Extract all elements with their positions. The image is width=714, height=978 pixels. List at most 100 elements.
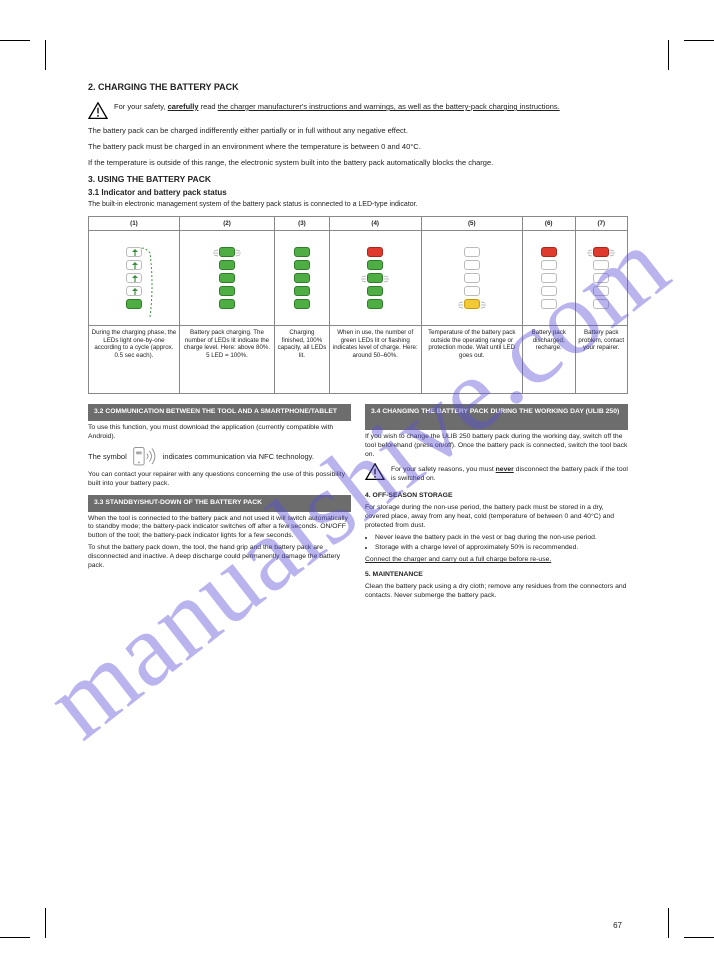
crop-mark [684,40,714,41]
section-4-title: 4. OFF-SEASON STORAGE [365,492,628,501]
led-indicator [464,286,480,296]
para-charge-any: The battery pack can be charged indiffer… [88,126,628,136]
led-indicator [219,247,235,257]
led-indicator [593,247,609,257]
crop-mark [668,908,669,938]
led-indicator [541,273,557,283]
table-desc-cell: Battery pack charging. The number of LED… [179,326,274,394]
led-indicator [126,273,142,283]
page-content: 2. CHARGING THE BATTERY PACK For your sa… [88,88,628,604]
table-led-cell [89,231,180,326]
section-3-2-header: 3.2 COMMUNICATION BETWEEN THE TOOL AND A… [88,404,351,420]
led-indicator [593,299,609,309]
table-header: (6) [522,216,575,230]
warning-block-2: For your safety reasons, you must never … [365,463,628,487]
para-31: The built-in electronic management syste… [88,200,628,209]
table-header: (7) [575,216,628,230]
list-item: Never leave the battery pack in the vest… [375,534,628,543]
table-desc-cell: When in use, the number of green LEDs li… [329,326,421,394]
table-header: (5) [421,216,522,230]
table-header: (3) [275,216,330,230]
led-indicator [294,299,310,309]
page-number: 67 [613,921,622,930]
table-header: (2) [179,216,274,230]
warning-block-1: For your safety, carefully read the char… [88,102,628,120]
table-header: (4) [329,216,421,230]
led-indicator [126,299,142,309]
led-indicator [126,286,142,296]
section-3-1-title: 3.1 Indicator and battery pack status [88,188,628,197]
led-indicator [294,286,310,296]
crop-mark [45,908,46,938]
left-p3: You can contact your repairer with any q… [88,471,351,489]
led-indicator [593,260,609,270]
led-indicator [294,273,310,283]
nfc-text-a: The symbol [88,452,127,461]
table-desc-row: During the charging phase, the LEDs ligh… [89,326,628,394]
led-indicator [541,260,557,270]
warning-icon [365,463,385,481]
nfc-text-b: indicates communication via NFC technolo… [163,452,314,461]
led-indicator [367,299,383,309]
crop-mark [0,937,30,938]
table-led-cell [275,231,330,326]
crop-mark [668,40,669,70]
led-indicator [126,260,142,270]
storage-list: Never leave the battery pack in the vest… [375,534,628,553]
table-header: (1) [89,216,180,230]
right-column: 3.4 CHANGING THE BATTERY PACK DURING THE… [365,404,628,603]
nfc-icon: NFC [132,445,158,467]
right-p5: Clean the battery pack using a dry cloth… [365,583,628,601]
table-desc-cell: During the charging phase, the LEDs ligh… [89,326,180,394]
table-led-cell [575,231,628,326]
table-led-cell [421,231,522,326]
led-indicator [541,286,557,296]
left-p1: To use this function, you must download … [88,424,351,442]
table-led-cell [179,231,274,326]
led-status-table: (1) (2) (3) (4) (5) (6) (7) [88,216,628,394]
led-indicator [219,299,235,309]
led-indicator [294,247,310,257]
led-indicator [367,247,383,257]
led-indicator [219,273,235,283]
section-3-title: 3. USING THE BATTERY PACK [88,174,628,184]
two-column-section: 3.2 COMMUNICATION BETWEEN THE TOOL AND A… [88,404,628,603]
right-p4: Connect the charger and carry out a full… [365,556,628,565]
crop-mark [684,937,714,938]
table-led-cell [329,231,421,326]
led-indicator [464,273,480,283]
table-led-row [89,231,628,326]
led-indicator [219,260,235,270]
crop-mark [45,40,46,70]
led-indicator [541,247,557,257]
list-item: Storage with a charge level of approxima… [375,544,628,553]
led-indicator [219,286,235,296]
led-indicator [126,247,142,257]
para-temp-range: The battery pack must be charged in an e… [88,142,628,152]
table-desc-cell: Charging finished, 100% capacity, all LE… [275,326,330,394]
led-indicator [593,273,609,283]
section-3-4-header: 3.4 CHANGING THE BATTERY PACK DURING THE… [365,404,628,430]
crop-mark [0,40,30,41]
led-indicator [294,260,310,270]
table-desc-cell: Battery pack problem, contact your repai… [575,326,628,394]
warning-2-text: For your safety reasons, you must never … [391,466,628,484]
left-p4: When the tool is connected to the batter… [88,515,351,541]
left-column: 3.2 COMMUNICATION BETWEEN THE TOOL AND A… [88,404,351,603]
right-p2: For storage during the non-use period, t… [365,504,628,530]
nfc-row: The symbol NFC indicates communication v… [88,445,351,467]
para-temp-block: If the temperature is outside of this ra… [88,158,628,168]
svg-text:NFC: NFC [136,452,141,455]
led-indicator [464,260,480,270]
led-indicator [464,299,480,309]
warning-text: For your safety, carefully read the char… [114,102,560,111]
led-indicator [367,286,383,296]
section-2-title: 2. CHARGING THE BATTERY PACK [88,82,628,92]
led-indicator [541,299,557,309]
section-3-3-header: 3.3 STANDBY/SHUT-DOWN OF THE BATTERY PAC… [88,495,351,511]
warning-icon [88,102,108,120]
led-indicator [593,286,609,296]
led-indicator [367,260,383,270]
table-desc-cell: Battery pack discharged, recharge. [522,326,575,394]
right-p1: If you wish to change the ULIB 250 batte… [365,433,628,459]
